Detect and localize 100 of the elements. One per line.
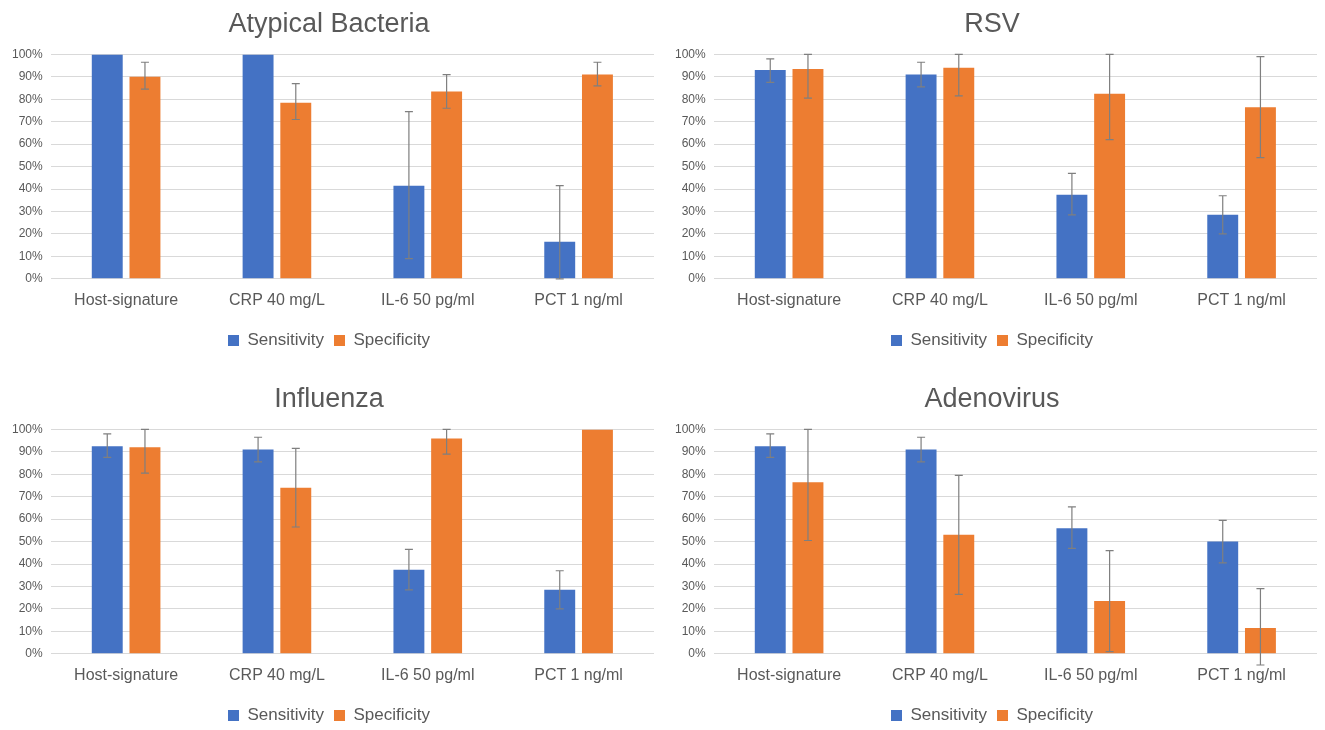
legend-label: Specificity [1016,330,1094,350]
legend-label: Sensitivity [247,330,325,350]
bar [943,67,975,279]
y-tick-label: 100% [674,46,707,61]
y-tick-label: 10% [18,248,44,263]
y-tick-label: 30% [18,578,44,593]
y-tick-label: 90% [681,444,707,459]
bar [280,102,312,279]
y-tick-label: 70% [18,489,44,504]
bar [792,68,824,279]
bar [1207,214,1239,279]
bar [581,74,613,279]
y-tick-label: 0% [688,646,707,661]
y-tick-label: 80% [681,466,707,481]
y-tick-label: 60% [18,136,44,151]
y-tick-label: 20% [681,226,707,241]
bar [393,569,425,654]
legend-label: Specificity [353,330,431,350]
bar [280,487,312,654]
y-tick-label: 40% [18,556,44,571]
y-tick-label: 30% [681,203,707,218]
y-tick-label: 40% [681,556,707,571]
chart-title: RSV [964,7,1020,38]
x-tick-label: Host-signature [737,665,842,683]
x-tick-label: Host-signature [74,290,179,308]
bar [91,54,123,279]
bar [1094,601,1126,654]
legend-label: Sensitivity [910,330,988,350]
chart-title: Atypical Bacteria [228,7,431,38]
bar [1056,194,1088,279]
bar [905,74,937,279]
y-tick-label: 70% [18,114,44,129]
x-tick-label: PCT 1 ng/ml [534,290,623,308]
bar [1094,93,1126,279]
y-tick-label: 20% [18,226,44,241]
bar [943,534,975,654]
y-tick-label: 10% [681,248,707,263]
y-tick-label: 20% [681,601,707,616]
legend-label: Specificity [353,705,431,725]
y-tick-label: 30% [18,203,44,218]
y-tick-label: 80% [681,91,707,106]
bar [431,438,463,654]
x-tick-label: IL-6 50 pg/ml [1044,665,1138,683]
bar [1244,107,1276,279]
bar [754,70,786,279]
bar [1207,541,1239,654]
y-tick-label: 60% [18,511,44,526]
y-tick-label: 90% [18,69,44,84]
y-tick-label: 80% [18,466,44,481]
bar [242,449,274,654]
bar [792,482,824,654]
y-tick-label: 90% [18,444,44,459]
bar [754,446,786,654]
y-tick-label: 10% [18,623,44,638]
y-tick-label: 70% [681,489,707,504]
y-tick-label: 60% [681,136,707,151]
x-tick-label: CRP 40 mg/L [892,665,988,683]
y-tick-label: 0% [688,271,707,286]
y-tick-label: 0% [25,646,44,661]
bar [1244,627,1276,654]
bar [544,589,576,654]
x-tick-label: Host-signature [74,665,179,683]
x-tick-label: PCT 1 ng/ml [534,665,623,683]
y-tick-label: 40% [18,181,44,196]
y-tick-label: 100% [11,46,44,61]
legend-label: Sensitivity [910,705,988,725]
y-tick-label: 30% [681,578,707,593]
bar [129,447,161,654]
x-tick-label: CRP 40 mg/L [892,290,988,308]
bar [544,241,576,279]
x-tick-label: Host-signature [737,290,842,308]
y-tick-label: 50% [18,158,44,173]
bar [91,446,123,654]
y-tick-label: 70% [681,114,707,129]
y-tick-label: 50% [18,533,44,548]
legend-label: Specificity [1016,705,1094,725]
y-tick-label: 50% [681,533,707,548]
y-tick-label: 80% [18,91,44,106]
y-tick-label: 40% [681,181,707,196]
x-tick-label: CRP 40 mg/L [229,290,325,308]
y-tick-label: 20% [18,601,44,616]
y-tick-label: 60% [681,511,707,526]
y-tick-label: 90% [681,69,707,84]
chart-title: Adenovirus [924,382,1060,413]
x-tick-label: PCT 1 ng/ml [1197,665,1286,683]
bar [1056,528,1088,654]
x-tick-label: PCT 1 ng/ml [1197,290,1286,308]
x-tick-label: IL-6 50 pg/ml [381,665,475,683]
legend-label: Sensitivity [247,705,325,725]
bar [431,91,463,279]
y-tick-label: 10% [681,623,707,638]
bar [581,429,613,654]
bar [905,449,937,654]
y-tick-label: 100% [674,421,707,436]
chart-title: Influenza [274,382,385,413]
bar [393,185,425,279]
y-tick-label: 100% [11,421,44,436]
bar [242,54,274,279]
x-tick-label: CRP 40 mg/L [229,665,325,683]
y-tick-label: 0% [25,271,44,286]
